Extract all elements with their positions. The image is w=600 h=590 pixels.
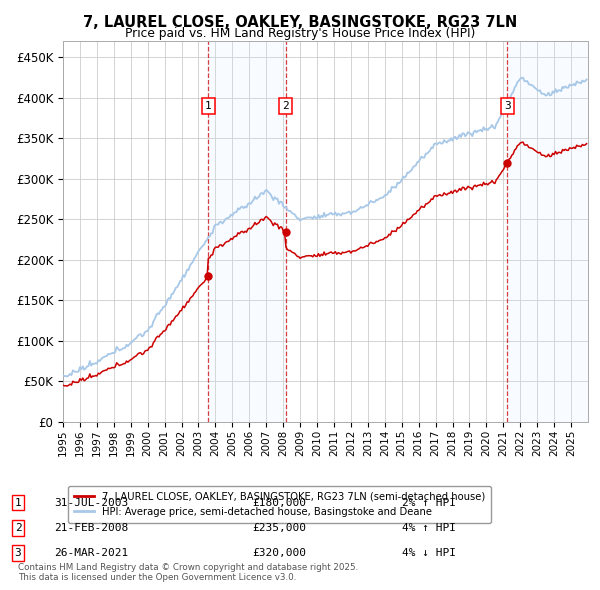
Text: 7, LAUREL CLOSE, OAKLEY, BASINGSTOKE, RG23 7LN: 7, LAUREL CLOSE, OAKLEY, BASINGSTOKE, RG…: [83, 15, 517, 30]
Legend: 7, LAUREL CLOSE, OAKLEY, BASINGSTOKE, RG23 7LN (semi-detached house), HPI: Avera: 7, LAUREL CLOSE, OAKLEY, BASINGSTOKE, RG…: [68, 486, 491, 523]
Text: 2: 2: [14, 523, 22, 533]
Bar: [507, 41, 588, 422]
Text: 3: 3: [14, 548, 22, 558]
Text: £180,000: £180,000: [252, 498, 306, 507]
Text: Price paid vs. HM Land Registry's House Price Index (HPI): Price paid vs. HM Land Registry's House …: [125, 27, 475, 40]
Bar: [208, 41, 286, 422]
Text: 2% ↑ HPI: 2% ↑ HPI: [402, 498, 456, 507]
Text: £320,000: £320,000: [252, 548, 306, 558]
Text: 21-FEB-2008: 21-FEB-2008: [54, 523, 128, 533]
Text: Contains HM Land Registry data © Crown copyright and database right 2025.
This d: Contains HM Land Registry data © Crown c…: [18, 563, 358, 582]
Text: 1: 1: [205, 101, 212, 111]
Text: 4% ↑ HPI: 4% ↑ HPI: [402, 523, 456, 533]
Text: 4% ↓ HPI: 4% ↓ HPI: [402, 548, 456, 558]
Text: 26-MAR-2021: 26-MAR-2021: [54, 548, 128, 558]
Text: 31-JUL-2003: 31-JUL-2003: [54, 498, 128, 507]
Text: 2: 2: [282, 101, 289, 111]
Text: 1: 1: [14, 498, 22, 507]
Text: 3: 3: [504, 101, 511, 111]
Text: £235,000: £235,000: [252, 523, 306, 533]
